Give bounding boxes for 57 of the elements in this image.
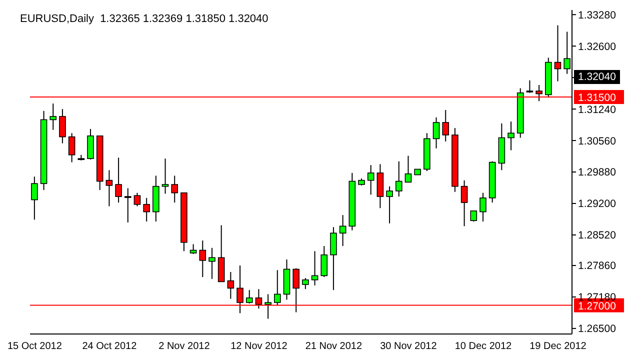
candlestick <box>115 157 122 204</box>
candlestick <box>171 175 178 204</box>
chart-title: EURUSD,Daily 1.32365 1.32369 1.31850 1.32040 <box>20 13 268 25</box>
x-tick-label: 24 Oct 2012 <box>82 341 138 352</box>
candlestick <box>432 116 440 149</box>
candlestick <box>162 158 169 194</box>
candlestick <box>246 290 253 304</box>
y-tick-label: 1.32600 <box>578 40 616 53</box>
text: 1.32040 <box>574 70 620 84</box>
y-tick-label: 1.31240 <box>578 104 616 116</box>
candlestick <box>87 128 94 160</box>
x-tick-label: 21 Nov 2012 <box>305 341 362 352</box>
candlestick <box>554 24 562 82</box>
candlestick <box>50 102 57 130</box>
candlestick <box>367 164 374 196</box>
candlestick <box>442 109 450 142</box>
candlestick <box>302 277 309 290</box>
candlestick <box>31 176 38 220</box>
candlestick <box>274 270 281 306</box>
candlestick <box>59 108 66 144</box>
ref-line-label: 1.31500 <box>578 92 616 104</box>
candlestick <box>106 170 113 207</box>
x-tick-label: 10 Dec 2012 <box>454 341 512 352</box>
candlestick <box>227 271 234 300</box>
x-tick-label: 30 Nov 2012 <box>380 341 438 352</box>
candlestick <box>526 80 534 94</box>
candlestick <box>330 226 337 291</box>
y-tick-label: 1.33280 <box>578 9 616 22</box>
candlestick <box>199 240 206 278</box>
y-tick-label: 1.29200 <box>578 198 616 210</box>
candlestick <box>508 121 514 151</box>
y-tick-label: 1.27860 <box>578 260 616 272</box>
y-tick-label: 1.28520 <box>578 230 616 242</box>
candlestick <box>264 294 272 320</box>
x-tick-label: 19 Dec 2012 <box>530 341 587 352</box>
candlestick <box>376 164 384 209</box>
candlestick <box>460 180 468 227</box>
x-tick-label: 15 Oct 2012 <box>7 341 62 352</box>
candlestick <box>134 192 141 207</box>
candlestick <box>208 247 216 280</box>
candlestick <box>68 132 76 163</box>
candlestick <box>386 186 393 224</box>
candlestick <box>143 197 150 222</box>
x-tick-label: 12 Nov 2012 <box>230 341 288 352</box>
candlestick <box>470 210 478 222</box>
y-tick-label: 1.26500 <box>578 323 616 336</box>
y-tick-label: 1.30560 <box>578 135 616 148</box>
x-tick-label: 2 Nov 2012 <box>158 341 210 352</box>
candlestick <box>124 188 132 223</box>
candlestick <box>320 246 328 278</box>
y-tick-label: 1.29880 <box>578 166 616 179</box>
ref-line-label: 1.27000 <box>578 300 616 312</box>
candlestick <box>404 155 412 183</box>
candlestick <box>190 244 197 254</box>
candlestick <box>395 160 402 198</box>
candlestick <box>339 214 346 247</box>
candlestick <box>480 192 486 222</box>
